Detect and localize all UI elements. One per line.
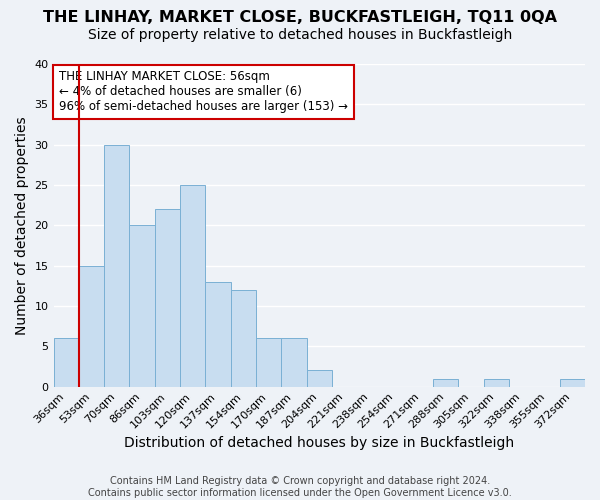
Bar	[79, 266, 104, 386]
Bar	[307, 370, 332, 386]
Bar	[433, 378, 458, 386]
Text: THE LINHAY MARKET CLOSE: 56sqm
← 4% of detached houses are smaller (6)
96% of se: THE LINHAY MARKET CLOSE: 56sqm ← 4% of d…	[59, 70, 348, 114]
Bar	[205, 282, 230, 387]
Bar	[560, 378, 585, 386]
Bar	[130, 226, 155, 386]
Bar	[230, 290, 256, 386]
Bar	[256, 338, 281, 386]
Bar	[155, 209, 180, 386]
Bar	[281, 338, 307, 386]
Bar	[180, 185, 205, 386]
Bar	[53, 338, 79, 386]
Bar	[104, 144, 130, 386]
Text: Contains HM Land Registry data © Crown copyright and database right 2024.
Contai: Contains HM Land Registry data © Crown c…	[88, 476, 512, 498]
Text: Size of property relative to detached houses in Buckfastleigh: Size of property relative to detached ho…	[88, 28, 512, 42]
X-axis label: Distribution of detached houses by size in Buckfastleigh: Distribution of detached houses by size …	[124, 436, 514, 450]
Text: THE LINHAY, MARKET CLOSE, BUCKFASTLEIGH, TQ11 0QA: THE LINHAY, MARKET CLOSE, BUCKFASTLEIGH,…	[43, 10, 557, 25]
Bar	[484, 378, 509, 386]
Y-axis label: Number of detached properties: Number of detached properties	[15, 116, 29, 334]
